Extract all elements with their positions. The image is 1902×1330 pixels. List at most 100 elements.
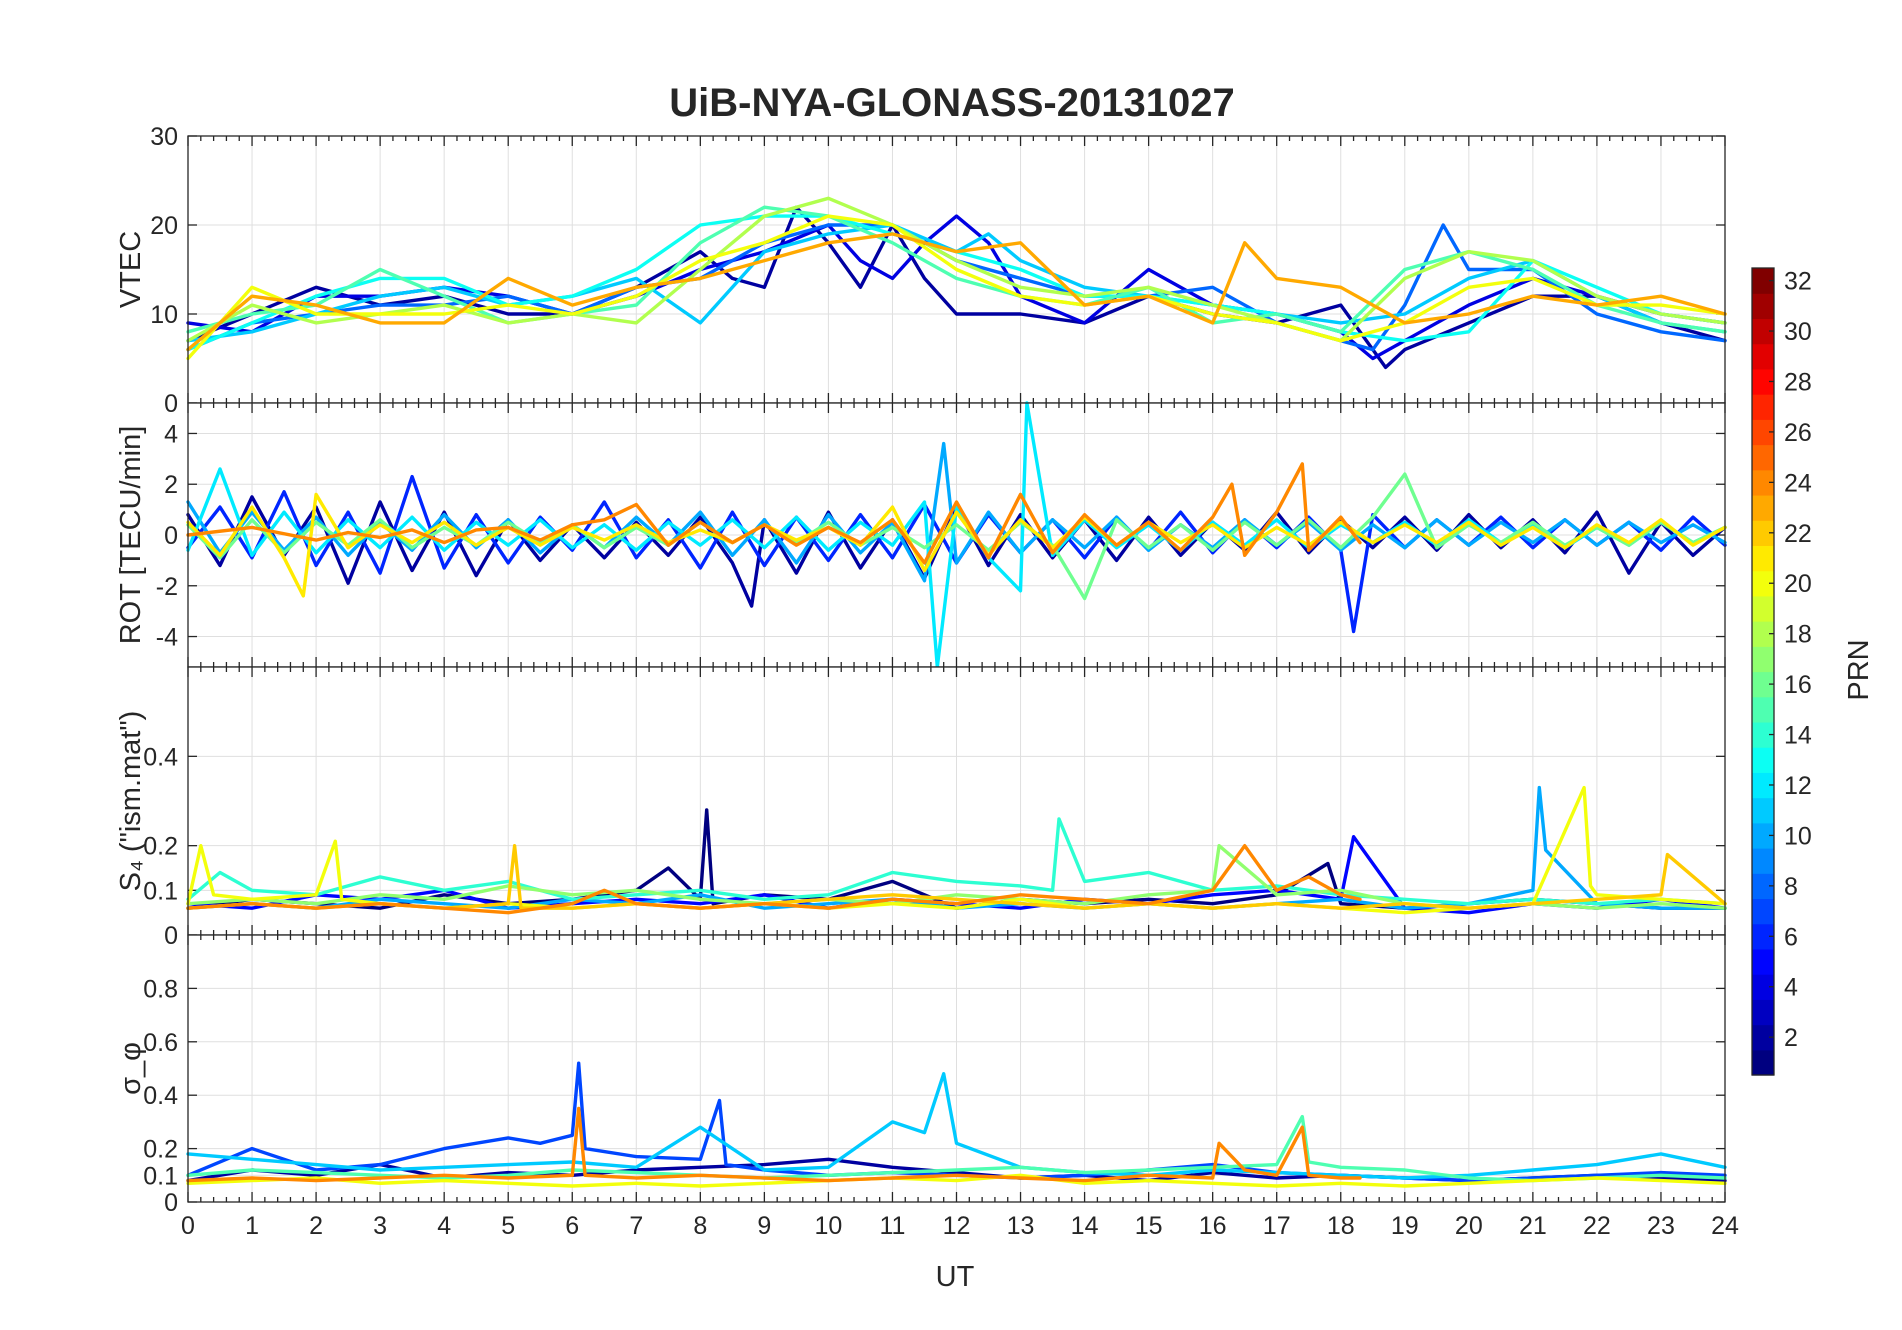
panel-frame (187, 934, 1726, 1203)
y-axis-label: S₄ ("ism.mat") (115, 711, 147, 892)
series-prn-14 (186, 817, 1727, 906)
colorbar-label: PRN (1843, 639, 1875, 700)
colorbar-segment (1752, 469, 1774, 496)
x-tick-label: 14 (1071, 1212, 1099, 1240)
x-tick-label: 7 (629, 1212, 643, 1240)
colorbar-segment (1752, 394, 1774, 420)
colorbar-tick-label: 20 (1784, 570, 1812, 598)
colorbar-segment (1752, 368, 1774, 395)
colorbar-segment (1752, 923, 1774, 950)
series-prn-22 (186, 844, 1727, 910)
y-tick-label: 0 (164, 522, 178, 550)
panel-3: 0 0.1 0.2 0.4S₄ ("ism.mat") (115, 666, 1727, 950)
series-prn-16 (186, 472, 1727, 601)
x-tick-label: 9 (757, 1212, 771, 1240)
colorbar-tick-label: 12 (1784, 772, 1812, 800)
x-tick-label: 13 (1007, 1212, 1035, 1240)
colorbar-segment (1752, 595, 1774, 622)
x-tick-label: 24 (1711, 1212, 1739, 1240)
y-tick-label: 0.4 (143, 743, 178, 771)
y-tick-label: -2 (156, 573, 178, 601)
y-tick-label: 0 (164, 390, 178, 418)
panel-2: -4 -2 0 2 4 ROT [TECU/min] (115, 401, 1727, 669)
y-tick-label: 0.8 (143, 975, 178, 1003)
y-tick-label: 0.1 (143, 877, 178, 905)
x-tick-label: 4 (437, 1212, 451, 1240)
y-tick-label: 0.4 (143, 1082, 178, 1110)
x-tick-label: 21 (1519, 1212, 1547, 1240)
x-tick-label: 8 (693, 1212, 707, 1240)
x-tick-label: 6 (565, 1212, 579, 1240)
colorbar-tick-label: 14 (1784, 722, 1812, 750)
series-prn-21 (186, 492, 1727, 598)
x-tick-label: 1 (245, 1212, 259, 1240)
colorbar-segment (1752, 318, 1774, 345)
series-prn-20 (186, 214, 1727, 361)
colorbar-tick-label: 8 (1784, 873, 1798, 901)
colorbar-tick-label: 4 (1784, 974, 1798, 1002)
series-prn-10 (186, 441, 1727, 583)
series-prn-18 (186, 196, 1727, 343)
x-tick-label: 2 (309, 1212, 323, 1240)
y-tick-label: 0 (164, 922, 178, 950)
colorbar-segment (1752, 696, 1774, 723)
colorbar-tick-label: 10 (1784, 822, 1812, 850)
colorbar-segment (1752, 873, 1774, 900)
x-tick-label: 22 (1583, 1212, 1611, 1240)
colorbar-segment (1752, 494, 1774, 521)
y-tick-label: 10 (150, 301, 178, 329)
series-prn-24 (186, 844, 1362, 915)
colorbar-segment (1752, 898, 1774, 925)
colorbar-segment (1752, 520, 1774, 547)
series-prn-24 (186, 462, 1362, 565)
colorbar-segment (1752, 797, 1774, 824)
colorbar-segment (1752, 646, 1774, 673)
colorbar-segment (1752, 747, 1774, 773)
x-tick-label: 15 (1135, 1212, 1163, 1240)
y-axis-label: σ_φ (115, 1042, 147, 1095)
y-tick-label: 0.2 (143, 1136, 178, 1164)
series-prn-11 (186, 223, 1727, 343)
y-axis-label: VTEC (115, 231, 147, 308)
y-axis-label: ROT [TECU/min] (115, 426, 147, 645)
y-tick-label: 30 (150, 123, 178, 151)
series-prn-23 (186, 232, 1727, 352)
colorbar-tick-label: 16 (1784, 671, 1812, 699)
colorbar-segment (1752, 570, 1774, 597)
colorbar-segment (1752, 721, 1774, 748)
x-axis: 0 1 2 3 4 5 6 7 8 9 10 11 12 13 14 15 16 17 18 19 20 21 22 23 24 (181, 1212, 1739, 1240)
colorbar-segment (1752, 772, 1774, 799)
y-tick-label: -4 (156, 624, 178, 652)
colorbar-segment (1752, 948, 1774, 975)
colorbar-segment (1752, 545, 1774, 572)
y-tick-label: 0.2 (143, 833, 178, 861)
y-tick-label: 4 (164, 420, 178, 448)
y-tick-label: 20 (150, 212, 178, 240)
panel-1: 0 10 20 30 VTEC (115, 123, 1727, 418)
x-tick-label: 23 (1647, 1212, 1675, 1240)
colorbar-tick-label: 30 (1784, 318, 1812, 346)
x-tick-label: 5 (501, 1212, 515, 1240)
colorbar-tick-label: 26 (1784, 419, 1812, 447)
colorbar-tick-label: 18 (1784, 621, 1812, 649)
y-tick-label: 0.6 (143, 1029, 178, 1057)
panel-4: 00.10.2 0.4 0.6 0.8 σ_φ (115, 934, 1727, 1217)
x-tick-label: 18 (1327, 1212, 1355, 1240)
colorbar-segment (1752, 621, 1774, 647)
x-axis-label: UT (936, 1261, 975, 1293)
y-tick-label: 0 (164, 1189, 178, 1217)
colorbar-segment (1752, 822, 1774, 849)
y-tick-label: 2 (164, 471, 178, 499)
x-tick-label: 19 (1391, 1212, 1419, 1240)
colorbar-segment (1752, 419, 1774, 446)
colorbar-segment (1752, 848, 1774, 874)
colorbar-segment (1752, 293, 1774, 320)
colorbar-segment (1752, 999, 1774, 1026)
colorbar-tick-label: 28 (1784, 368, 1812, 396)
x-tick-label: 3 (373, 1212, 387, 1240)
chart-title: UiB-NYA-GLONASS-20131027 (669, 81, 1234, 125)
colorbar-frame (1751, 267, 1775, 1076)
x-tick-label: 10 (815, 1212, 843, 1240)
